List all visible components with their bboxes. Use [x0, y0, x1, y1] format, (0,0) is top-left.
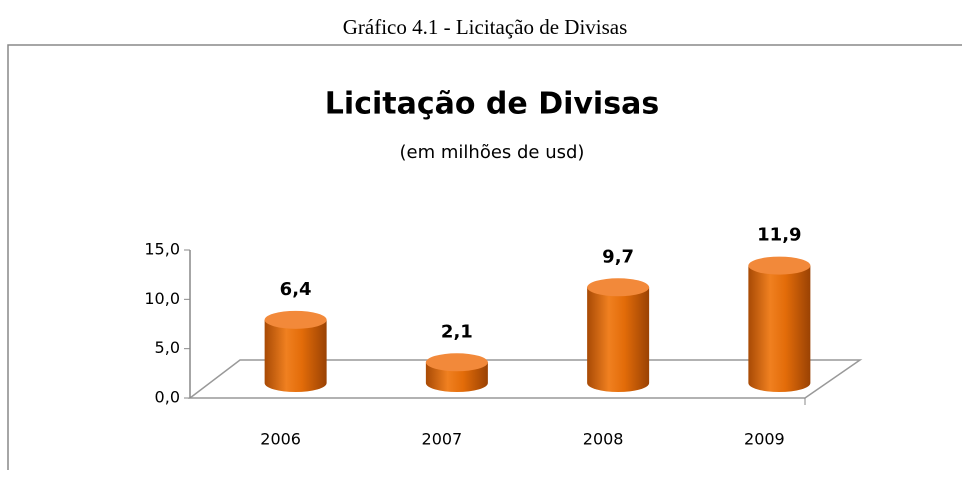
chart-frame — [7, 44, 962, 470]
y-tick-label: 15,0 — [144, 240, 180, 259]
data-label: 11,9 — [757, 225, 801, 246]
chart-subtitle: (em milhões de usd) — [400, 142, 585, 163]
x-tick-label: 2006 — [260, 430, 301, 449]
x-tick-label: 2007 — [422, 430, 463, 449]
data-label: 9,7 — [602, 246, 634, 267]
floor — [187, 359, 863, 399]
bar — [748, 265, 811, 392]
bar — [587, 287, 650, 392]
data-label: 2,1 — [441, 321, 473, 342]
bar — [264, 319, 327, 392]
bar-top — [587, 278, 650, 297]
data-label: 6,4 — [280, 279, 312, 300]
y-tick-label: 5,0 — [155, 338, 180, 357]
bar-top — [748, 256, 811, 275]
chart-title: Licitação de Divisas — [325, 87, 659, 122]
x-tick-label: 2009 — [744, 430, 785, 449]
caption: Gráfico 4.1 - Licitação de Divisas — [343, 15, 628, 39]
y-tick-label: 10,0 — [144, 289, 180, 308]
y-tick-label: 0,0 — [155, 388, 180, 407]
x-tick-label: 2008 — [583, 430, 624, 449]
bar-top — [264, 310, 327, 329]
bar-top — [425, 353, 488, 372]
